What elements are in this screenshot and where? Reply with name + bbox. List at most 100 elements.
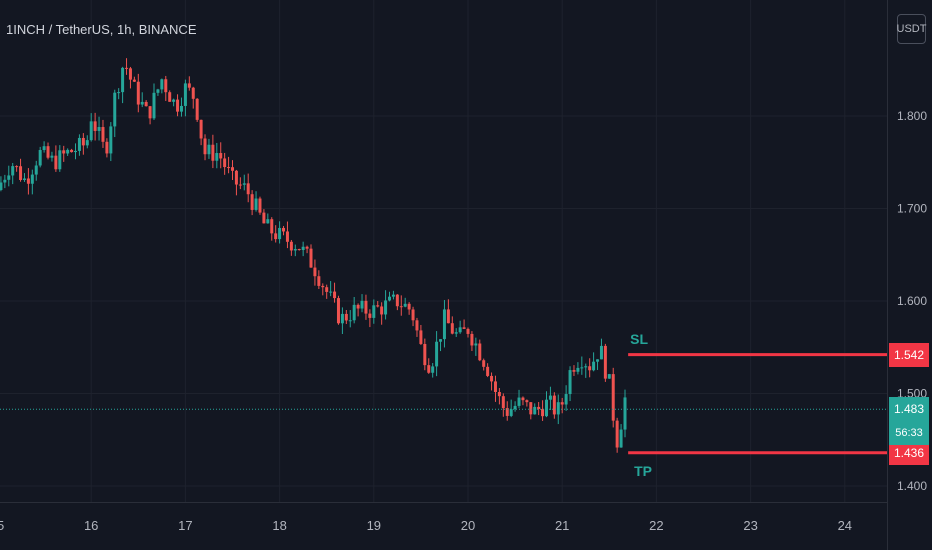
candle-body bbox=[391, 294, 395, 297]
y-tick-label: 1.400 bbox=[897, 479, 927, 493]
candle-body bbox=[125, 67, 129, 69]
candle-body bbox=[0, 182, 3, 190]
candle-body bbox=[356, 304, 360, 309]
candle-body bbox=[289, 241, 293, 251]
candle-body bbox=[97, 127, 101, 131]
candle-body bbox=[50, 155, 54, 158]
sl-label: SL bbox=[630, 330, 649, 347]
currency-button[interactable]: USDT bbox=[897, 14, 926, 44]
candle-body bbox=[588, 366, 592, 371]
candle-body bbox=[38, 150, 42, 166]
candle-body bbox=[278, 227, 282, 240]
candle-body bbox=[54, 155, 58, 170]
candle-body bbox=[501, 396, 505, 409]
candle-body bbox=[466, 328, 470, 334]
candle-body bbox=[419, 330, 423, 344]
x-tick-label: 23 bbox=[743, 518, 757, 533]
candle-body bbox=[109, 126, 113, 154]
candle-body bbox=[568, 370, 572, 395]
candle-body bbox=[497, 391, 501, 397]
candle-body bbox=[415, 320, 419, 331]
candle-body bbox=[58, 150, 62, 170]
candle-body bbox=[223, 158, 227, 168]
candle-body bbox=[7, 175, 11, 180]
candle-body bbox=[340, 313, 344, 324]
candle-body bbox=[470, 333, 474, 346]
x-tick-label: 22 bbox=[649, 518, 663, 533]
x-tick-label: 19 bbox=[367, 518, 381, 533]
candle-body bbox=[282, 227, 286, 232]
candle-body bbox=[203, 138, 207, 155]
candle-body bbox=[246, 183, 250, 195]
candle-body bbox=[431, 366, 435, 373]
candle-body bbox=[140, 101, 144, 105]
candle-body bbox=[599, 345, 603, 360]
candle-body bbox=[333, 291, 337, 299]
candle-body bbox=[380, 306, 384, 315]
y-tick-label: 1.700 bbox=[897, 202, 927, 216]
candle-body bbox=[46, 146, 50, 158]
candle-body bbox=[238, 184, 242, 186]
candle-body bbox=[297, 249, 301, 251]
candle-body bbox=[191, 87, 195, 99]
chart-title: 1INCH / TetherUS, 1h, BINANCE bbox=[6, 22, 197, 37]
candle-body bbox=[442, 309, 446, 340]
candle-body bbox=[454, 332, 458, 334]
candle-body bbox=[117, 92, 121, 94]
candle-body bbox=[603, 345, 607, 379]
candle-body bbox=[545, 399, 548, 417]
candle-body bbox=[42, 146, 46, 151]
candle-body bbox=[74, 150, 77, 153]
y-tick-label: 1.800 bbox=[897, 109, 927, 123]
candle-body bbox=[493, 381, 497, 392]
candle-body bbox=[584, 366, 588, 368]
candle-body bbox=[207, 144, 211, 155]
candle-body bbox=[607, 374, 611, 379]
candle-body bbox=[517, 397, 521, 406]
candle-body bbox=[11, 166, 15, 176]
x-tick-label: 17 bbox=[178, 518, 192, 533]
candle-body bbox=[164, 79, 168, 93]
countdown-tag: 56:33 bbox=[889, 421, 929, 446]
candle-body bbox=[26, 178, 30, 184]
candle-body bbox=[623, 397, 627, 430]
candle-body bbox=[317, 276, 321, 286]
candle-body bbox=[62, 150, 66, 154]
candle-body bbox=[254, 198, 258, 210]
candle-body bbox=[478, 343, 482, 361]
candle-body bbox=[399, 306, 403, 308]
candle-body bbox=[219, 153, 223, 159]
candle-body bbox=[325, 287, 329, 292]
candle-body bbox=[195, 98, 199, 120]
last-price-tag: 1.483 bbox=[889, 397, 929, 422]
candle-body bbox=[423, 343, 427, 366]
candle-body bbox=[505, 408, 509, 416]
candle-body bbox=[376, 305, 380, 307]
candle-body bbox=[30, 174, 34, 184]
candle-body bbox=[513, 405, 517, 410]
candle-body bbox=[121, 67, 125, 93]
candle-body bbox=[592, 361, 596, 371]
candle-body bbox=[152, 92, 156, 119]
candle-body bbox=[344, 313, 348, 321]
candle-body bbox=[199, 119, 203, 139]
candle-body bbox=[266, 219, 270, 224]
candle-body bbox=[462, 327, 466, 329]
x-tick-label: 21 bbox=[555, 518, 569, 533]
candle-body bbox=[215, 153, 219, 161]
candle-body bbox=[89, 121, 93, 141]
x-tick-label: 20 bbox=[461, 518, 475, 533]
candle-body bbox=[427, 365, 431, 373]
candle-body bbox=[183, 83, 187, 106]
candle-body bbox=[360, 300, 364, 309]
candle-body bbox=[564, 394, 568, 405]
candle-body bbox=[132, 79, 136, 82]
candle-body bbox=[403, 303, 407, 307]
candle-body bbox=[128, 68, 132, 80]
tp-label: TP bbox=[634, 462, 653, 479]
sl-price-tag: 1.542 bbox=[889, 342, 929, 367]
candle-body bbox=[533, 406, 537, 415]
candle-body bbox=[552, 395, 556, 415]
x-tick-label: 15 bbox=[0, 518, 4, 533]
